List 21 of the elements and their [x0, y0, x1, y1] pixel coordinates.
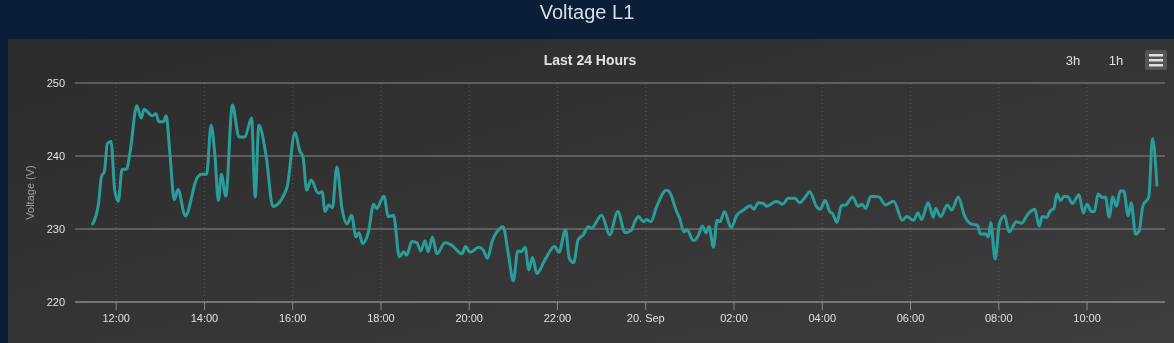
y-tick-label: 250: [46, 77, 65, 89]
x-tick-label: 22:00: [543, 312, 572, 324]
text: 3h: [1065, 53, 1081, 68]
x-tick-label: 20. Sep: [626, 312, 665, 324]
y-tick-label: 240: [46, 150, 65, 162]
chart-title: Voltage L1: [539, 1, 635, 23]
text: 1h: [1108, 53, 1124, 68]
x-tick-label: 08:00: [985, 312, 1013, 324]
y-tick-label: 230: [46, 223, 65, 235]
x-tick-label: 12:00: [102, 312, 130, 324]
x-tick-label: 14:00: [190, 312, 219, 324]
y-axis-title: Voltage (V): [24, 165, 36, 220]
x-tick-label: 10:00: [1073, 312, 1101, 324]
x-tick-label: 04:00: [808, 312, 837, 324]
chart-subtitle: Last 24 Hours: [543, 52, 637, 68]
x-tick-label: 16:00: [278, 312, 307, 324]
x-tick-label: 02:00: [720, 312, 748, 324]
x-tick-label: 06:00: [896, 312, 925, 324]
x-tick-label: 18:00: [367, 312, 395, 324]
x-tick-label: 20:00: [455, 312, 483, 324]
y-tick-label: 220: [46, 296, 65, 308]
